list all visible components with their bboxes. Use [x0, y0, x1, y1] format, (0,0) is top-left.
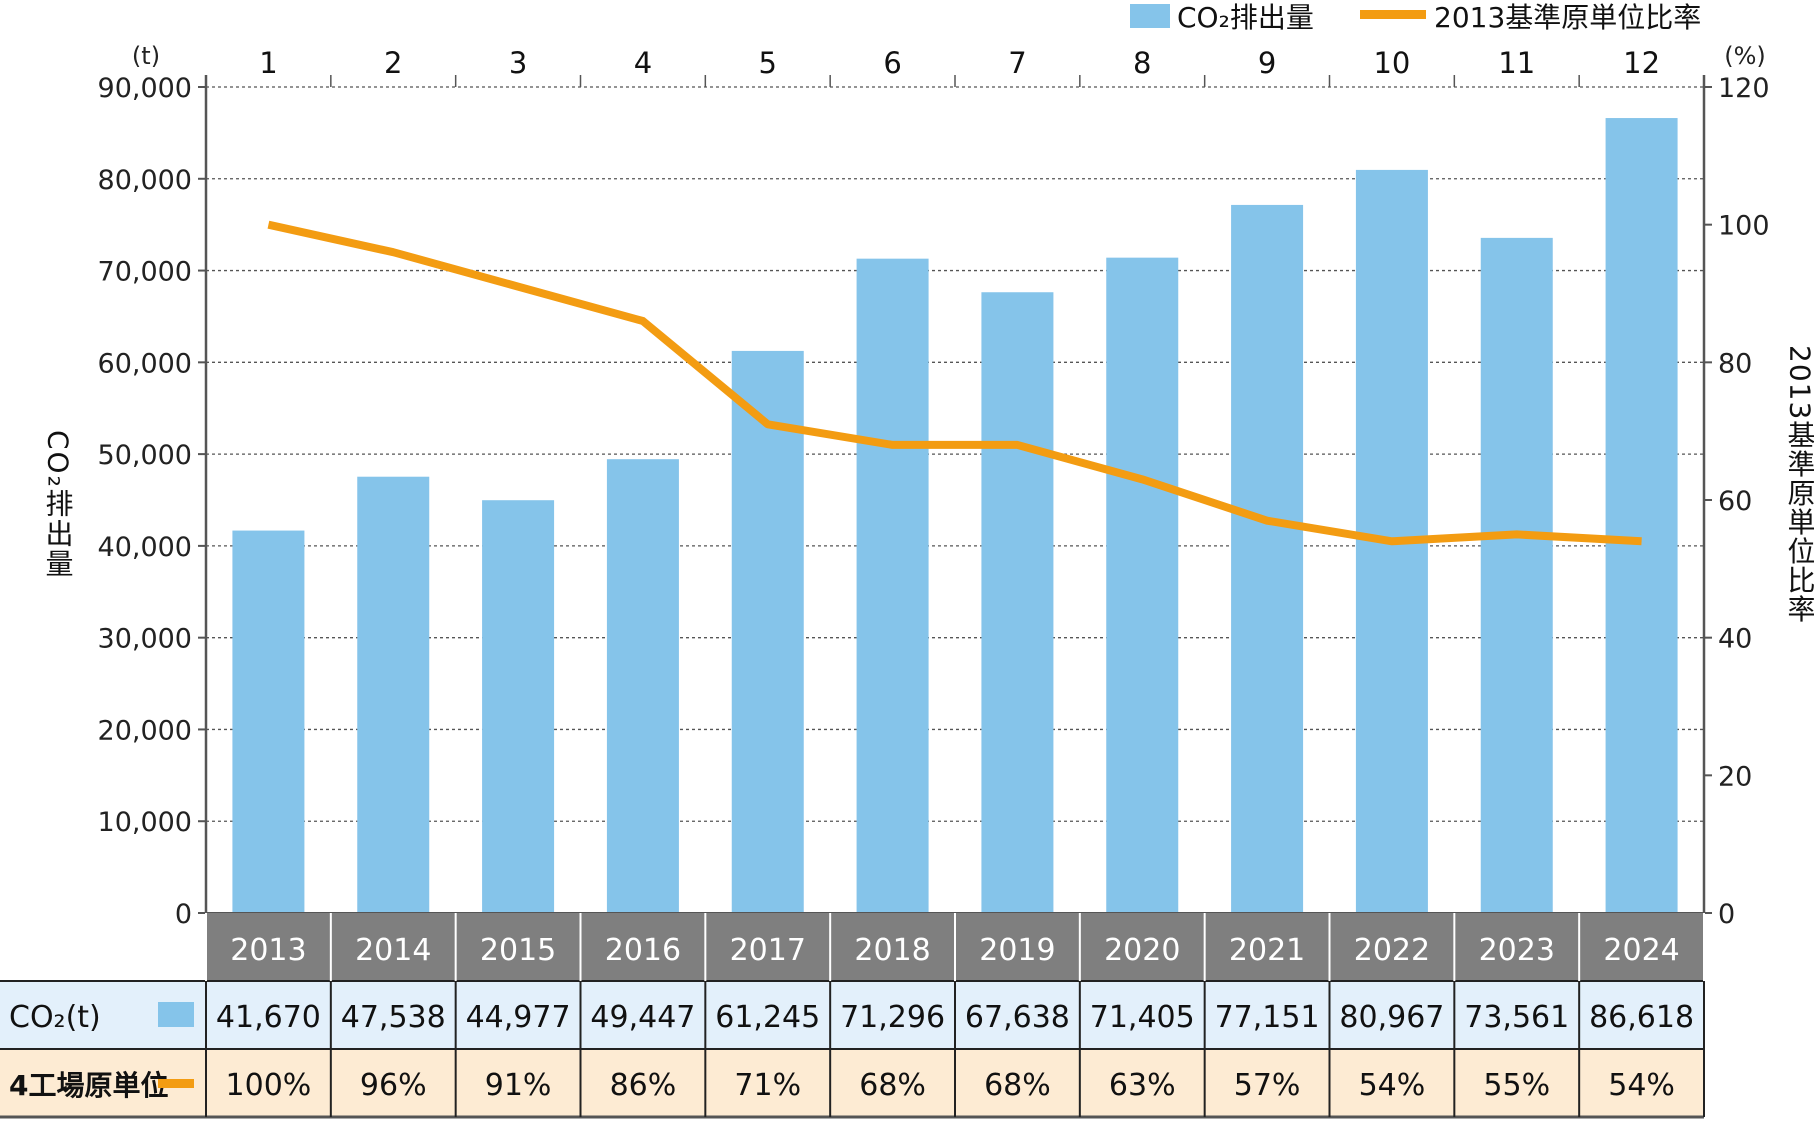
table-year-header: 2013	[230, 933, 306, 968]
bar-2018	[857, 259, 929, 913]
top-index-label: 3	[509, 46, 527, 80]
right-tick-label: 0	[1718, 899, 1735, 930]
table-co2-value: 71,405	[1090, 1000, 1195, 1035]
table-ratio-value: 54%	[1608, 1068, 1675, 1103]
table-co2-value: 77,151	[1215, 1000, 1320, 1035]
left-axis-unit: (t)	[132, 42, 160, 70]
bar-2014	[357, 477, 429, 913]
legend-line-label: 2013基準原単位比率	[1434, 1, 1701, 34]
top-index-label: 11	[1498, 46, 1535, 80]
table-ratio-value: 71%	[734, 1068, 801, 1103]
bar-2021	[1231, 205, 1303, 913]
bar-2016	[607, 459, 679, 913]
left-tick-label: 50,000	[98, 440, 192, 471]
left-tick-label: 70,000	[98, 257, 192, 288]
table-year-header: 2023	[1479, 933, 1555, 968]
table-year-header: 2015	[480, 933, 556, 968]
bar-2023	[1481, 238, 1553, 913]
table-co2-value: 49,447	[590, 1000, 695, 1035]
top-index-label: 5	[759, 46, 777, 80]
bar-2019	[981, 292, 1053, 913]
table-co2-value: 86,618	[1589, 1000, 1694, 1035]
right-tick-label: 100	[1718, 211, 1770, 242]
top-index-label: 8	[1133, 46, 1151, 80]
left-tick-label: 80,000	[98, 165, 192, 196]
table-co2-value: 71,296	[840, 1000, 945, 1035]
table-year-header: 2022	[1354, 933, 1430, 968]
right-tick-label: 20	[1718, 761, 1752, 792]
left-axis-title: CO₂排出量	[42, 430, 75, 579]
table-co2-value: 61,245	[715, 1000, 820, 1035]
top-index-label: 1	[259, 46, 277, 80]
table-co2-value: 67,638	[965, 1000, 1070, 1035]
left-tick-label: 0	[175, 899, 192, 930]
table-ratio-value: 100%	[226, 1068, 312, 1103]
right-tick-label: 80	[1718, 348, 1752, 379]
table-co2-value: 80,967	[1339, 1000, 1444, 1035]
left-tick-label: 90,000	[98, 73, 192, 104]
top-index-label: 10	[1373, 46, 1410, 80]
left-tick-label: 20,000	[98, 715, 192, 746]
left-tick-label: 10,000	[98, 807, 192, 838]
legend-bar-label: CO₂排出量	[1177, 1, 1314, 34]
table-co2-value: 47,538	[341, 1000, 446, 1035]
table-ratio-value: 68%	[984, 1068, 1051, 1103]
table-ratio-value: 63%	[1109, 1068, 1176, 1103]
table-year-header: 2014	[355, 933, 431, 968]
table-year-header: 2016	[605, 933, 681, 968]
top-index-label: 2	[384, 46, 402, 80]
left-tick-label: 60,000	[98, 348, 192, 379]
table-ratio-label: 4工場原単位	[9, 1069, 168, 1102]
left-tick-label: 30,000	[98, 624, 192, 655]
table-ratio-value: 96%	[360, 1068, 427, 1103]
bar-2017	[732, 351, 804, 913]
table-co2-label: CO₂(t)	[9, 1000, 101, 1035]
table-year-header: 2024	[1603, 933, 1679, 968]
top-index-label: 7	[1008, 46, 1026, 80]
top-index-label: 4	[634, 46, 652, 80]
bar-2013	[232, 531, 304, 913]
table-year-header: 2017	[730, 933, 806, 968]
bar-2020	[1106, 258, 1178, 913]
legend-bar-swatch	[1130, 4, 1170, 28]
table-co2-value: 73,561	[1464, 1000, 1569, 1035]
table-year-header: 2020	[1104, 933, 1180, 968]
table-year-header: 2021	[1229, 933, 1305, 968]
right-tick-label: 40	[1718, 624, 1752, 655]
table-ratio-value: 55%	[1483, 1068, 1550, 1103]
right-tick-label: 60	[1718, 486, 1752, 517]
table-ratio-value: 57%	[1234, 1068, 1301, 1103]
table-ratio-value: 91%	[485, 1068, 552, 1103]
ratio-line	[268, 225, 1641, 542]
table-ratio-value: 68%	[859, 1068, 926, 1103]
table-co2-value: 41,670	[216, 1000, 321, 1035]
table-ratio-value: 54%	[1359, 1068, 1426, 1103]
table-ratio-swatch	[158, 1079, 194, 1088]
top-index-label: 6	[883, 46, 901, 80]
right-axis-title: 2013基準原単位比率	[1784, 345, 1814, 623]
table-ratio-value: 86%	[610, 1068, 677, 1103]
table-year-header: 2018	[854, 933, 930, 968]
table-year-header: 2019	[979, 933, 1055, 968]
bar-2015	[482, 500, 554, 913]
legend-line-swatch	[1360, 10, 1426, 19]
left-tick-label: 40,000	[98, 532, 192, 563]
top-index-label: 12	[1623, 46, 1660, 80]
table-co2-swatch	[158, 1002, 194, 1027]
table-co2-value: 44,977	[466, 1000, 571, 1035]
right-axis-unit: (%)	[1724, 42, 1766, 70]
top-index-label: 9	[1258, 46, 1276, 80]
right-tick-label: 120	[1718, 73, 1770, 104]
bar-2024	[1606, 118, 1678, 913]
